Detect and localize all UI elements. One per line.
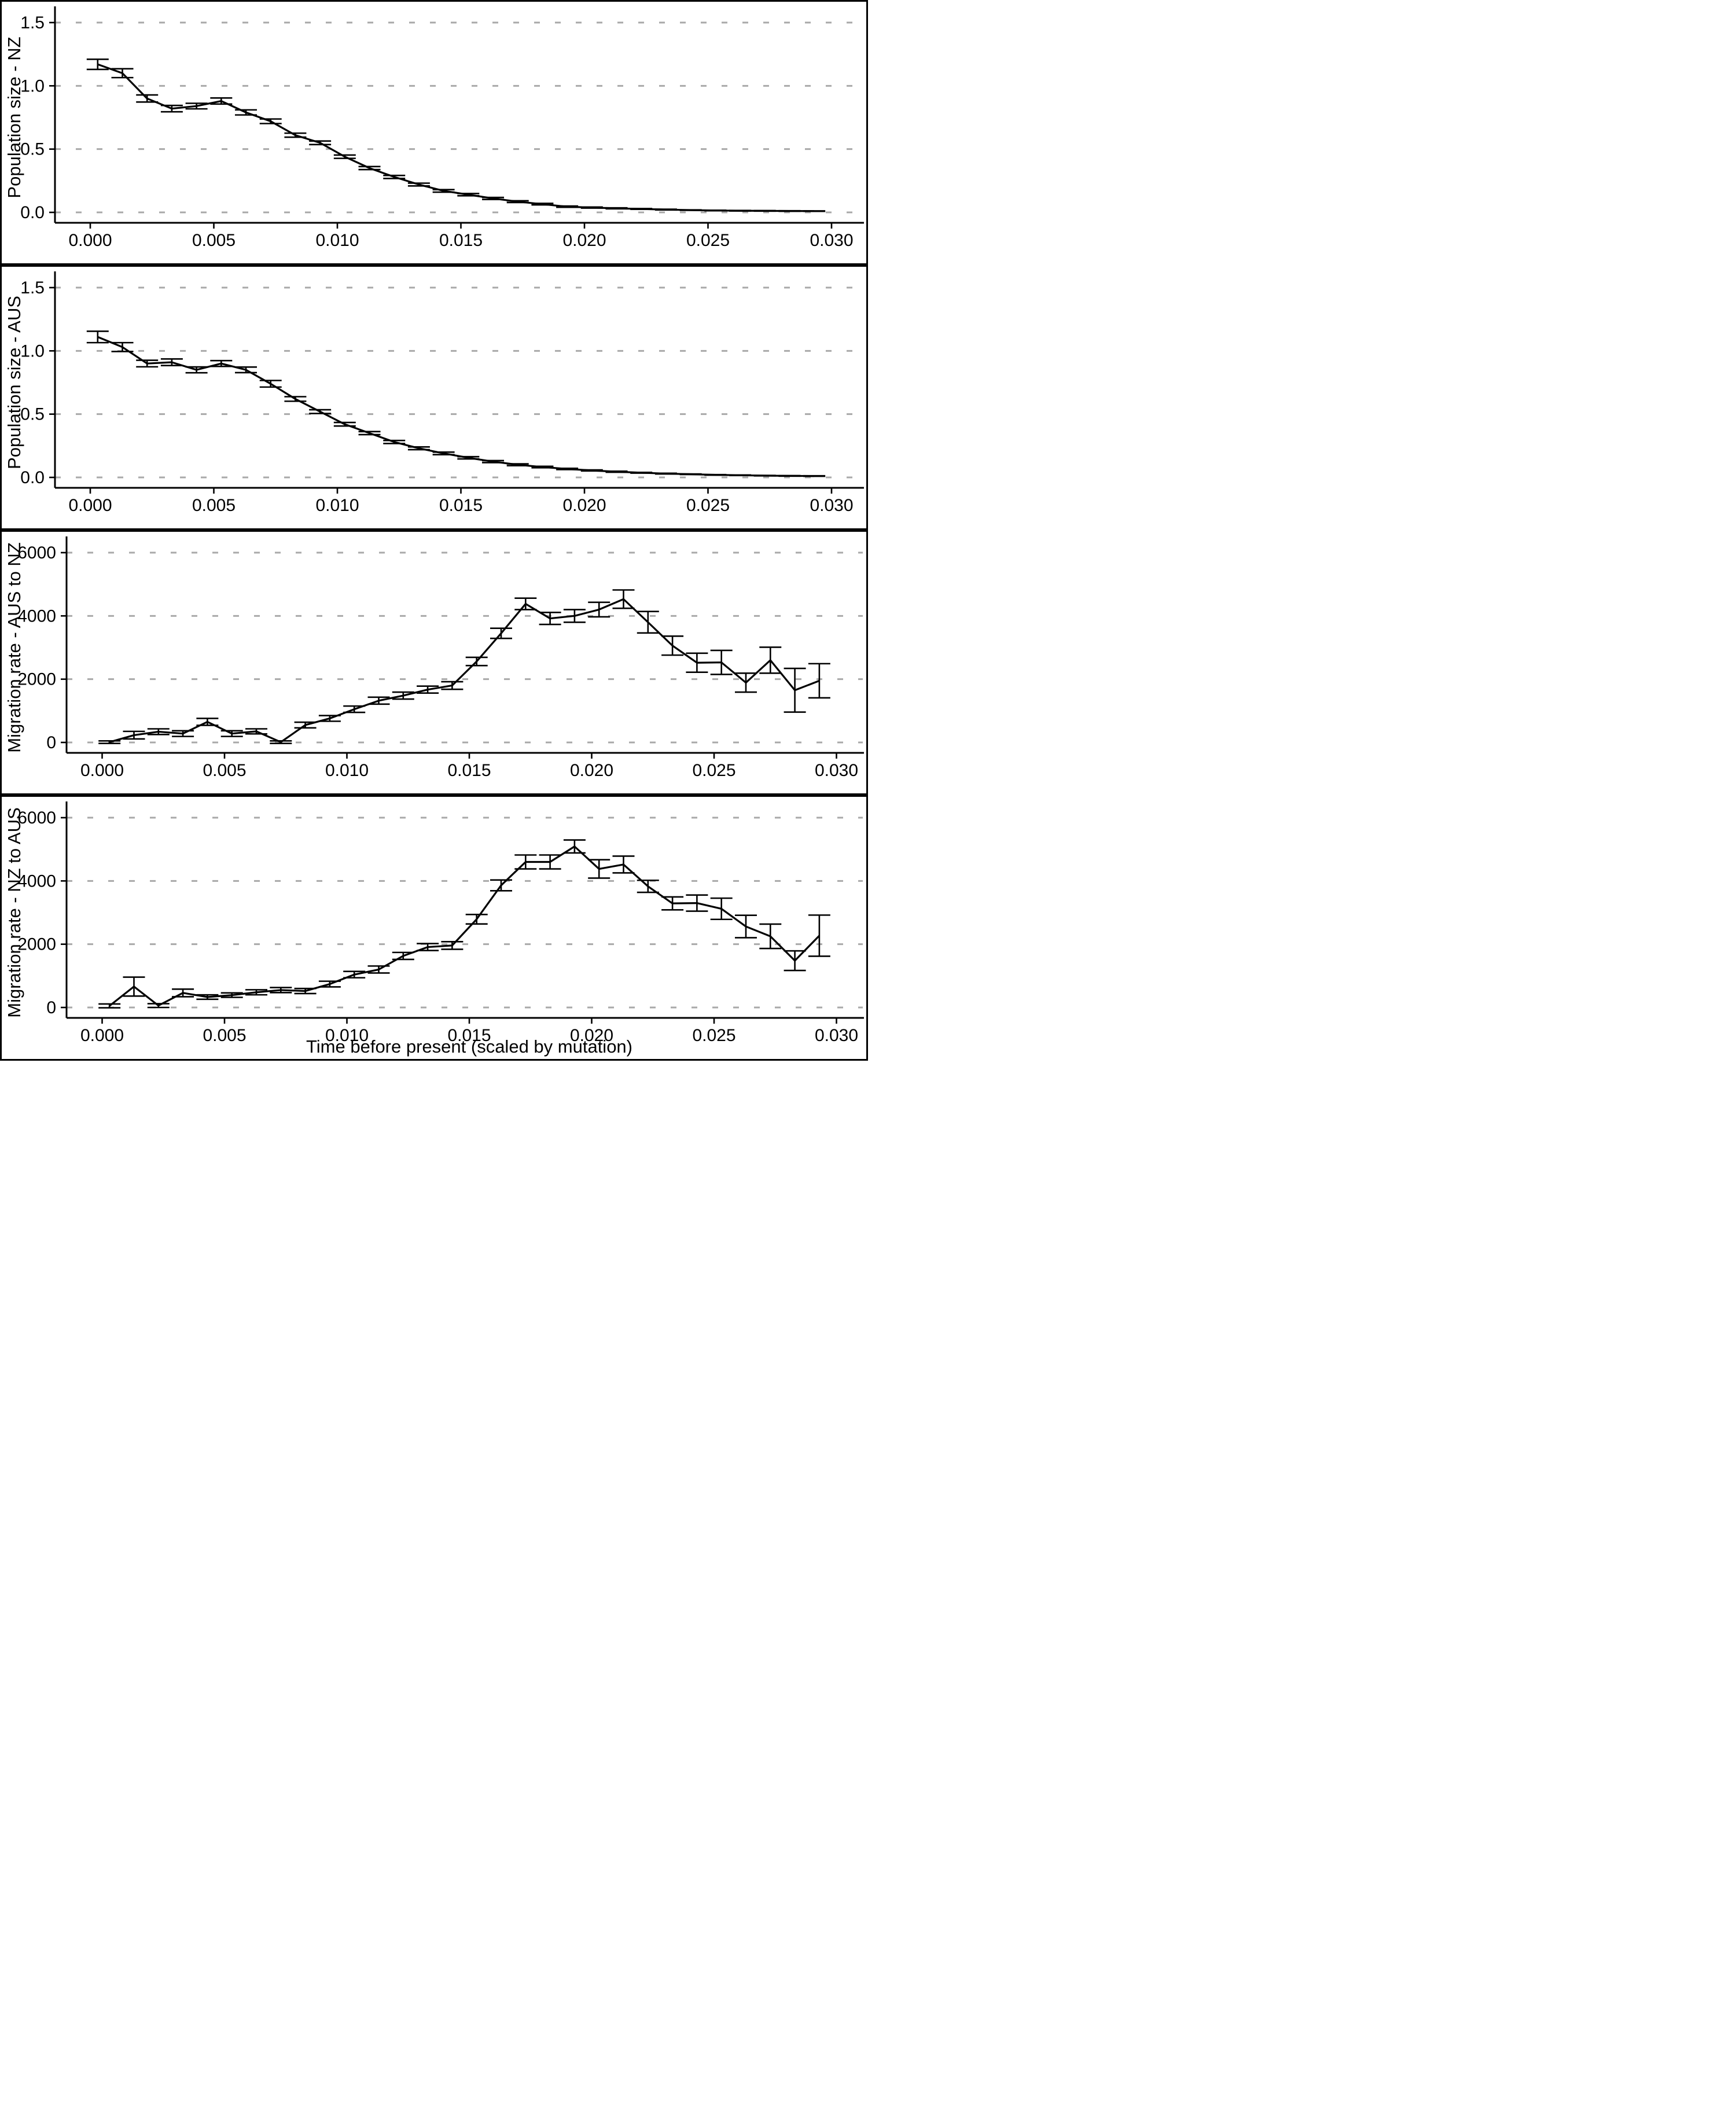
svg-text:Population size - AUS: Population size - AUS [4, 296, 24, 469]
svg-text:0.5: 0.5 [20, 405, 45, 424]
four-panel-demography-figure: 0.000 0.005 0.010 0.015 0.020 0.025 0.030 0.0 0.… [0, 0, 868, 1061]
svg-text:2000: 2000 [17, 670, 56, 689]
svg-text:0.010: 0.010 [325, 1026, 369, 1045]
svg-text:0.030: 0.030 [810, 231, 853, 250]
svg-text:0.000: 0.000 [68, 496, 112, 515]
svg-text:0.025: 0.025 [686, 231, 730, 250]
svg-text:0.015: 0.015 [447, 761, 491, 780]
svg-text:0.030: 0.030 [815, 1026, 858, 1045]
svg-text:Population size - NZ: Population size - NZ [4, 36, 24, 198]
panel-migration-rate-nz-to-aus: 0.000 0.005 0.010 0.015 0.020 0.025 0.030 0 2000… [0, 795, 868, 1061]
svg-text:0.015: 0.015 [439, 496, 483, 515]
svg-text:0.0: 0.0 [20, 468, 45, 487]
population-size-aus-chart: 0.000 0.005 0.010 0.015 0.020 0.025 0.030 0.0 0.… [4, 271, 864, 515]
svg-text:0.010: 0.010 [325, 761, 369, 780]
svg-text:0.020: 0.020 [562, 496, 606, 515]
svg-text:0.020: 0.020 [570, 761, 613, 780]
svg-text:1.5: 1.5 [20, 278, 45, 297]
svg-text:0.030: 0.030 [815, 761, 858, 780]
svg-text:0.015: 0.015 [439, 231, 483, 250]
svg-text:6000: 6000 [17, 808, 56, 828]
panel-population-size-nz: 0.000 0.005 0.010 0.015 0.020 0.025 0.030 0.0 0.… [0, 0, 868, 265]
panel-population-size-aus: 0.000 0.005 0.010 0.015 0.020 0.025 0.030 0.0 0.… [0, 265, 868, 530]
population-size-nz-chart: 0.000 0.005 0.010 0.015 0.020 0.025 0.030 0.0 0.… [4, 6, 864, 250]
svg-text:0.005: 0.005 [192, 496, 236, 515]
svg-text:0: 0 [46, 733, 56, 752]
svg-text:0.020: 0.020 [562, 231, 606, 250]
svg-text:2000: 2000 [17, 935, 56, 954]
svg-text:Migration rate - NZ to AUS: Migration rate - NZ to AUS [4, 807, 24, 1018]
svg-text:0.000: 0.000 [80, 1026, 124, 1045]
panel-migration-rate-aus-to-nz: 0.000 0.005 0.010 0.015 0.020 0.025 0.030 0 2000… [0, 530, 868, 795]
svg-text:4000: 4000 [17, 606, 56, 626]
svg-text:0.0: 0.0 [20, 203, 45, 222]
svg-text:1.0: 1.0 [20, 76, 45, 95]
svg-text:0.000: 0.000 [80, 761, 124, 780]
svg-text:0.025: 0.025 [692, 761, 735, 780]
svg-text:0.020: 0.020 [570, 1026, 613, 1045]
migration-rate-aus-to-nz-chart: 0.000 0.005 0.010 0.015 0.020 0.025 0.030 0 2000… [4, 536, 864, 780]
svg-text:0.025: 0.025 [692, 1026, 735, 1045]
svg-text:0.010: 0.010 [315, 496, 359, 515]
svg-text:0.005: 0.005 [203, 761, 246, 780]
svg-text:0.010: 0.010 [315, 231, 359, 250]
svg-text:Time before present (scaled by: Time before present (scaled by mutation) [306, 1036, 632, 1057]
svg-text:0.005: 0.005 [192, 231, 236, 250]
svg-text:0: 0 [46, 998, 56, 1017]
svg-text:0.000: 0.000 [68, 231, 112, 250]
svg-text:1.5: 1.5 [20, 13, 45, 32]
svg-text:0.025: 0.025 [686, 496, 730, 515]
svg-text:6000: 6000 [17, 543, 56, 562]
migration-rate-nz-to-aus-chart: 0.000 0.005 0.010 0.015 0.020 0.025 0.030 0 2000… [4, 801, 864, 1057]
svg-text:0.030: 0.030 [810, 496, 853, 515]
svg-text:0.015: 0.015 [447, 1026, 491, 1045]
svg-text:1.0: 1.0 [20, 341, 45, 361]
svg-text:4000: 4000 [17, 871, 56, 891]
svg-text:Migration rate - AUS to NZ: Migration rate - AUS to NZ [4, 542, 24, 753]
svg-text:0.005: 0.005 [203, 1026, 246, 1045]
svg-text:0.5: 0.5 [20, 140, 45, 159]
